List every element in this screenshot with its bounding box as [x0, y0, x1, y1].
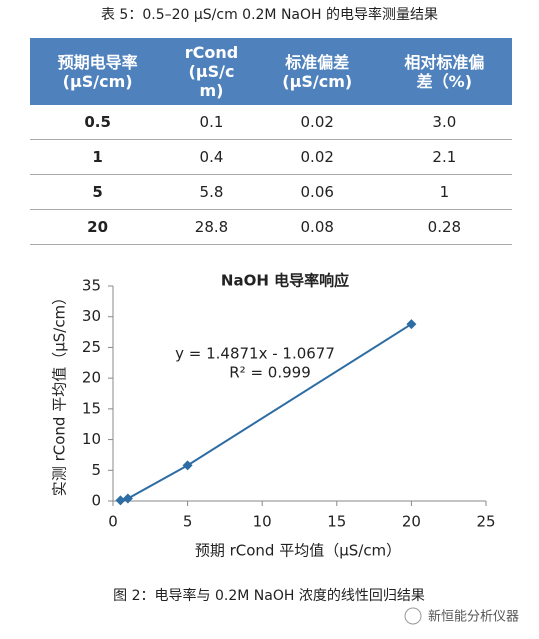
header-line: rCond — [184, 43, 239, 62]
header-line: 相对标准偏 — [404, 52, 485, 72]
table-cell: 2.1 — [376, 139, 512, 175]
x-axis-label: 预期 rCond 平均值（μS/cm） — [195, 542, 401, 560]
header-cell: 标准偏差 (μS/cm) — [257, 38, 377, 105]
table-cell: 0.02 — [257, 139, 377, 175]
table-cell: 0.06 — [257, 174, 377, 210]
y-tick-label: 10 — [82, 430, 101, 448]
header-cell: 相对标准偏 差（%) — [376, 38, 512, 105]
table-cell: 5.8 — [165, 174, 258, 210]
table-row: 20 28.8 0.08 0.28 — [30, 209, 512, 245]
y-tick-label: 30 — [82, 307, 101, 325]
table-cell: 3.0 — [376, 105, 512, 140]
y-tick-label: 5 — [91, 461, 101, 479]
header-line: 标准偏差 — [285, 52, 350, 72]
y-tick-label: 0 — [91, 492, 101, 510]
x-tick-label: 0 — [108, 513, 118, 531]
data-point — [182, 460, 193, 471]
header-cell: 预期电导率 (μS/cm) — [30, 38, 166, 105]
watermark: 新恒能分析仪器 — [428, 609, 519, 625]
table-row: 5 5.8 0.06 1 — [30, 174, 512, 210]
y-tick-label: 35 — [82, 277, 101, 295]
table-cell: 0.4 — [165, 139, 258, 175]
header-line: (μS/cm) — [62, 71, 133, 91]
table-cell: 20 — [30, 209, 166, 245]
x-tick-label: 5 — [183, 513, 193, 531]
data-table: 预期电导率 (μS/cm) rCond (μS/c m) 标准偏差 (μS/cm) 相对标准偏… — [30, 38, 512, 245]
table-cell: 0.08 — [257, 209, 377, 245]
chart-title: NaOH 电导率响应 — [221, 272, 349, 290]
y-axis-label: 实测 rCond 平均值（μS/cm） — [51, 290, 69, 496]
table-caption: 表 5：0.5–20 μS/cm 0.2M NaOH 的电导率测量结果 — [100, 7, 439, 23]
data-point — [115, 495, 126, 506]
watermark-icon — [404, 607, 422, 625]
table-cell: 5 — [30, 174, 166, 210]
table-cell: 1 — [376, 174, 512, 210]
table-cell: 0.02 — [257, 105, 377, 140]
header-line: 差（%) — [416, 71, 473, 91]
figure-caption: 图 2：电导率与 0.2M NaOH 浓度的线性回归结果 — [113, 587, 425, 604]
table-cell: 1 — [30, 139, 166, 175]
header-cell: rCond (μS/c m) — [165, 38, 258, 105]
table-cell: 0.5 — [30, 105, 166, 140]
data-point — [122, 493, 133, 504]
table-row: 0.5 0.1 0.02 3.0 — [30, 105, 512, 140]
annotation: y = 1.4871x - 1.0677 — [175, 345, 335, 363]
y-tick-label: 25 — [82, 338, 101, 356]
y-tick-label: 20 — [82, 369, 101, 387]
table-cell: 0.1 — [165, 105, 258, 140]
y-tick-label: 15 — [82, 399, 101, 417]
header-line: m) — [199, 81, 224, 100]
annotation: R² = 0.999 — [229, 364, 310, 382]
header-line: 预期电导率 — [57, 52, 138, 72]
table-cell: 0.28 — [376, 209, 512, 245]
table-row: 1 0.4 0.02 2.1 — [30, 139, 512, 175]
header-line: (μS/cm) — [282, 71, 353, 91]
header-line: (μS/c — [188, 62, 235, 81]
data-point — [406, 319, 417, 330]
x-tick-label: 10 — [253, 513, 272, 531]
table-cell: 28.8 — [165, 209, 258, 245]
x-tick-label: 20 — [402, 513, 421, 531]
x-tick-label: 25 — [476, 513, 495, 531]
x-tick-label: 15 — [327, 513, 346, 531]
